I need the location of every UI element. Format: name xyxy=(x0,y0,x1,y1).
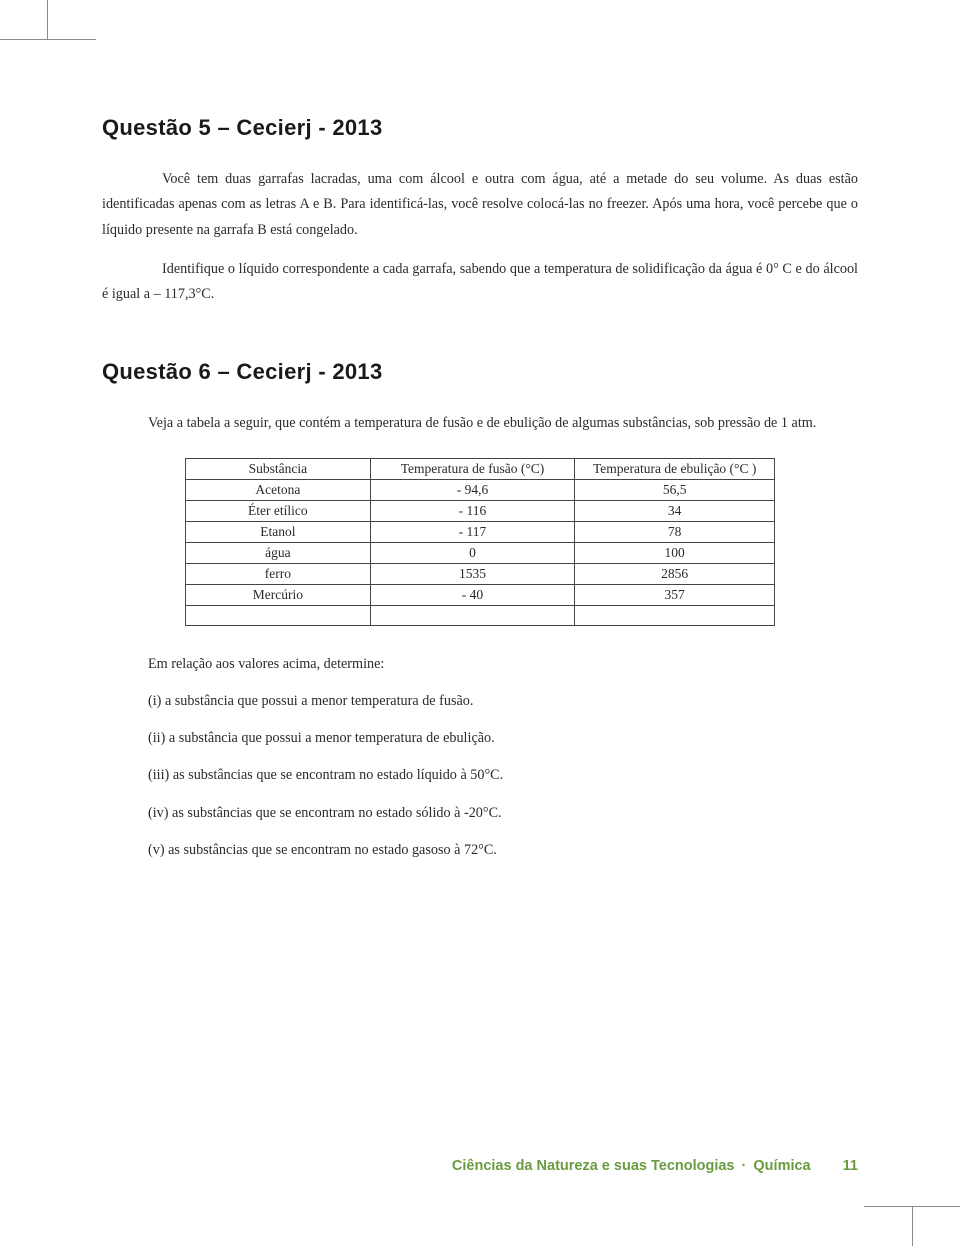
col-header-substance: Substância xyxy=(186,458,371,479)
cell-fusion: 0 xyxy=(370,542,575,563)
cell-boiling: 78 xyxy=(575,521,775,542)
page-content: Questão 5 – Cecierj - 2013 Você tem duas… xyxy=(0,0,960,861)
q5-body: Você tem duas garrafas lacradas, uma com… xyxy=(102,167,858,307)
crop-mark-top-left xyxy=(0,0,48,40)
cell-boiling: 100 xyxy=(575,542,775,563)
q6-item-ii: (ii) a substância que possui a menor tem… xyxy=(148,728,858,749)
page-footer: Ciências da Natureza e suas Tecnologias … xyxy=(452,1158,858,1174)
q6-section: Questão 6 – Cecierj - 2013 Veja a tabela… xyxy=(102,359,858,861)
footer-subject: Ciências da Natureza e suas Tecnologias xyxy=(452,1158,735,1174)
crop-mark-bottom-right xyxy=(912,1206,960,1246)
q6-title: Questão 6 – Cecierj - 2013 xyxy=(102,359,858,385)
cell-substance: ferro xyxy=(186,563,371,584)
cell-substance: Éter etílico xyxy=(186,500,371,521)
q5-title: Questão 5 – Cecierj - 2013 xyxy=(102,115,858,141)
table-row: Acetona - 94,6 56,5 xyxy=(186,479,775,500)
footer-page-number: 11 xyxy=(843,1158,858,1174)
table-row: Etanol - 117 78 xyxy=(186,521,775,542)
cell-fusion: - 116 xyxy=(370,500,575,521)
table-row: água 0 100 xyxy=(186,542,775,563)
q6-questions: Em relação aos valores acima, determine:… xyxy=(148,654,858,862)
q6-item-v: (v) as substâncias que se encontram no e… xyxy=(148,840,858,861)
table-header-row: Substância Temperatura de fusão (°C) Tem… xyxy=(186,458,775,479)
crop-mark-bottom-right-ext xyxy=(864,1206,912,1246)
cell-empty xyxy=(186,605,371,625)
crop-mark-top-left-ext xyxy=(48,0,96,40)
cell-substance: água xyxy=(186,542,371,563)
cell-boiling: 56,5 xyxy=(575,479,775,500)
cell-substance: Acetona xyxy=(186,479,371,500)
cell-boiling: 34 xyxy=(575,500,775,521)
q6-prompt: Em relação aos valores acima, determine: xyxy=(148,654,858,675)
footer-separator-icon: · xyxy=(742,1158,747,1174)
col-header-boiling: Temperatura de ebulição (°C ) xyxy=(575,458,775,479)
q6-item-iv: (iv) as substâncias que se encontram no … xyxy=(148,803,858,824)
table-row-empty xyxy=(186,605,775,625)
table-row: Mercúrio - 40 357 xyxy=(186,584,775,605)
cell-fusion: - 117 xyxy=(370,521,575,542)
cell-fusion: - 94,6 xyxy=(370,479,575,500)
q6-intro: Veja a tabela a seguir, que contém a tem… xyxy=(148,411,858,435)
cell-substance: Mercúrio xyxy=(186,584,371,605)
q6-item-iii: (iii) as substâncias que se encontram no… xyxy=(148,765,858,786)
q5-paragraph-1: Você tem duas garrafas lacradas, uma com… xyxy=(102,167,858,243)
table-row: ferro 1535 2856 xyxy=(186,563,775,584)
substances-table: Substância Temperatura de fusão (°C) Tem… xyxy=(185,458,775,626)
footer-discipline: Química xyxy=(753,1158,810,1174)
cell-fusion: 1535 xyxy=(370,563,575,584)
cell-boiling: 2856 xyxy=(575,563,775,584)
cell-fusion: - 40 xyxy=(370,584,575,605)
cell-boiling: 357 xyxy=(575,584,775,605)
cell-empty xyxy=(370,605,575,625)
cell-substance: Etanol xyxy=(186,521,371,542)
q5-paragraph-2: Identifique o líquido correspondente a c… xyxy=(102,257,858,308)
q6-item-i: (i) a substância que possui a menor temp… xyxy=(148,691,858,712)
table-row: Éter etílico - 116 34 xyxy=(186,500,775,521)
table-body: Acetona - 94,6 56,5 Éter etílico - 116 3… xyxy=(186,479,775,625)
cell-empty xyxy=(575,605,775,625)
col-header-fusion: Temperatura de fusão (°C) xyxy=(370,458,575,479)
